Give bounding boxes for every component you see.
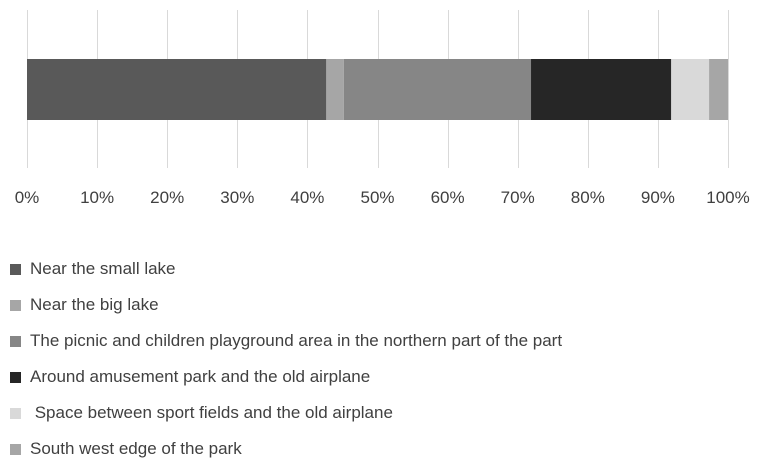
legend-label: Near the big lake [30, 295, 159, 314]
bar-segment-3 [343, 59, 532, 120]
legend-item: Near the small lake [10, 251, 562, 287]
legend-item: The picnic and children playground area … [10, 323, 562, 359]
legend-label: Near the small lake [30, 259, 176, 278]
x-tick-label: 70% [501, 188, 535, 207]
x-tick-label: 100% [706, 188, 749, 207]
bar-segment-6 [709, 59, 728, 120]
legend-item: Around amusement park and the old airpla… [10, 359, 562, 395]
legend-item: Space between sport fields and the old a… [10, 395, 562, 431]
legend-label: South west edge of the park [30, 439, 242, 458]
x-tick-label: 50% [360, 188, 394, 207]
legend-swatch [10, 371, 21, 383]
x-tick-label: 30% [220, 188, 254, 207]
stacked-bar-chart: 0% 10% 20% 30% 40% 50% 60% 70% 80% 90% 100% [15, 10, 750, 207]
legend-swatch [10, 443, 21, 455]
x-axis-tick-labels: 0% 10% 20% 30% 40% 50% 60% 70% 80% 90% 100% [15, 188, 750, 207]
legend-swatch [10, 263, 21, 275]
x-tick-label: 40% [290, 188, 324, 207]
x-tick-label: 20% [150, 188, 184, 207]
legend-label: Space between sport fields and the old a… [30, 403, 393, 422]
bar-segment-4 [531, 59, 672, 120]
x-tick-label: 80% [571, 188, 605, 207]
legend-item: South west edge of the park [10, 431, 562, 467]
bar-segments [27, 59, 728, 120]
legend: Near the small lake Near the big lake The … [10, 251, 562, 467]
legend-swatch [10, 299, 21, 311]
x-tick-label: 10% [80, 188, 114, 207]
x-tick-label: 0% [15, 188, 40, 207]
bar-segment-5 [671, 59, 710, 120]
legend-label: The picnic and children playground area … [30, 331, 563, 350]
legend-swatch [10, 407, 21, 419]
bar-segment-1 [27, 59, 327, 120]
bar-segment-2 [326, 59, 344, 120]
x-tick-label: 90% [641, 188, 675, 207]
legend-swatch [10, 335, 21, 347]
x-tick-label: 60% [431, 188, 465, 207]
legend-label: Around amusement park and the old airpla… [30, 367, 371, 386]
legend-item: Near the big lake [10, 287, 562, 323]
